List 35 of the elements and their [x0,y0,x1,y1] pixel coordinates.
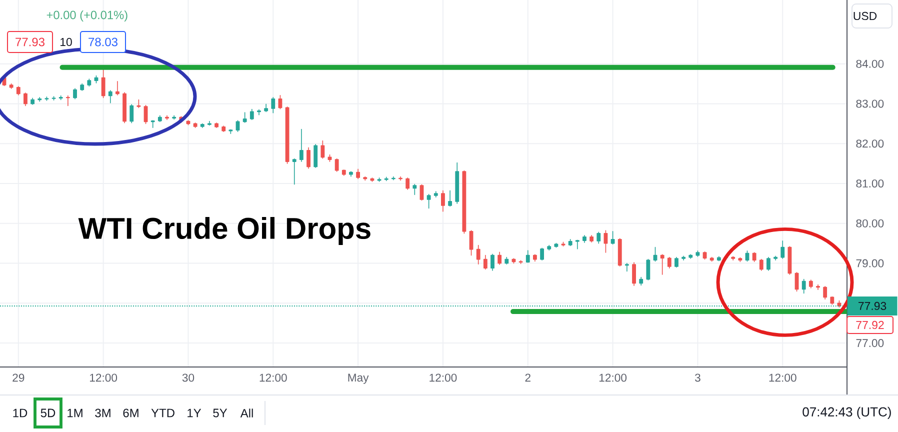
text: USD [854,12,877,20]
text: 1D [13,408,28,418]
y-tick-label: 81.00 [856,179,884,188]
ref-line-label: 77.93 [858,302,886,310]
y-tick-label: 82.00 [856,140,884,148]
y-tick-label: 84.00 [856,60,884,68]
y-tick-label: 79.00 [856,259,884,268]
x-tick-label: 12:00 [599,374,627,382]
annotation: 10 [60,38,72,46]
text: WTI Crude Oil Drops [78,217,370,245]
x-tick-label: May [348,374,369,384]
annotation: +0.00 (+0.01%) [46,10,128,22]
y-tick-label: 80.00 [856,219,884,228]
text: 77.92 [856,320,884,330]
text: YTD [151,408,174,418]
text: All [240,408,253,418]
x-tick-label: 12:00 [260,374,287,382]
text: 5D [40,408,56,418]
y-tick-label: 77.00 [856,339,884,348]
x-tick-label: 29 [12,374,24,382]
x-tick-label: 3 [694,374,700,382]
x-tick-label: 12:00 [430,374,457,382]
annotation: 77.93 [16,38,44,46]
text: 5Y [213,408,228,418]
annotation: 78.03 [88,38,118,46]
x-tick-label: 30 [182,374,194,382]
text: 3M [95,408,110,418]
x-tick-label: 12:00 [769,374,796,382]
text: 6M [123,408,138,418]
text: 07:42:43 (UTC) [802,406,891,420]
text: 1M [68,408,82,418]
x-tick-label: 2 [525,374,530,382]
x-tick-label: 12:00 [90,374,118,382]
y-tick-label: 83.00 [856,100,884,108]
text: 1Y [188,408,202,418]
